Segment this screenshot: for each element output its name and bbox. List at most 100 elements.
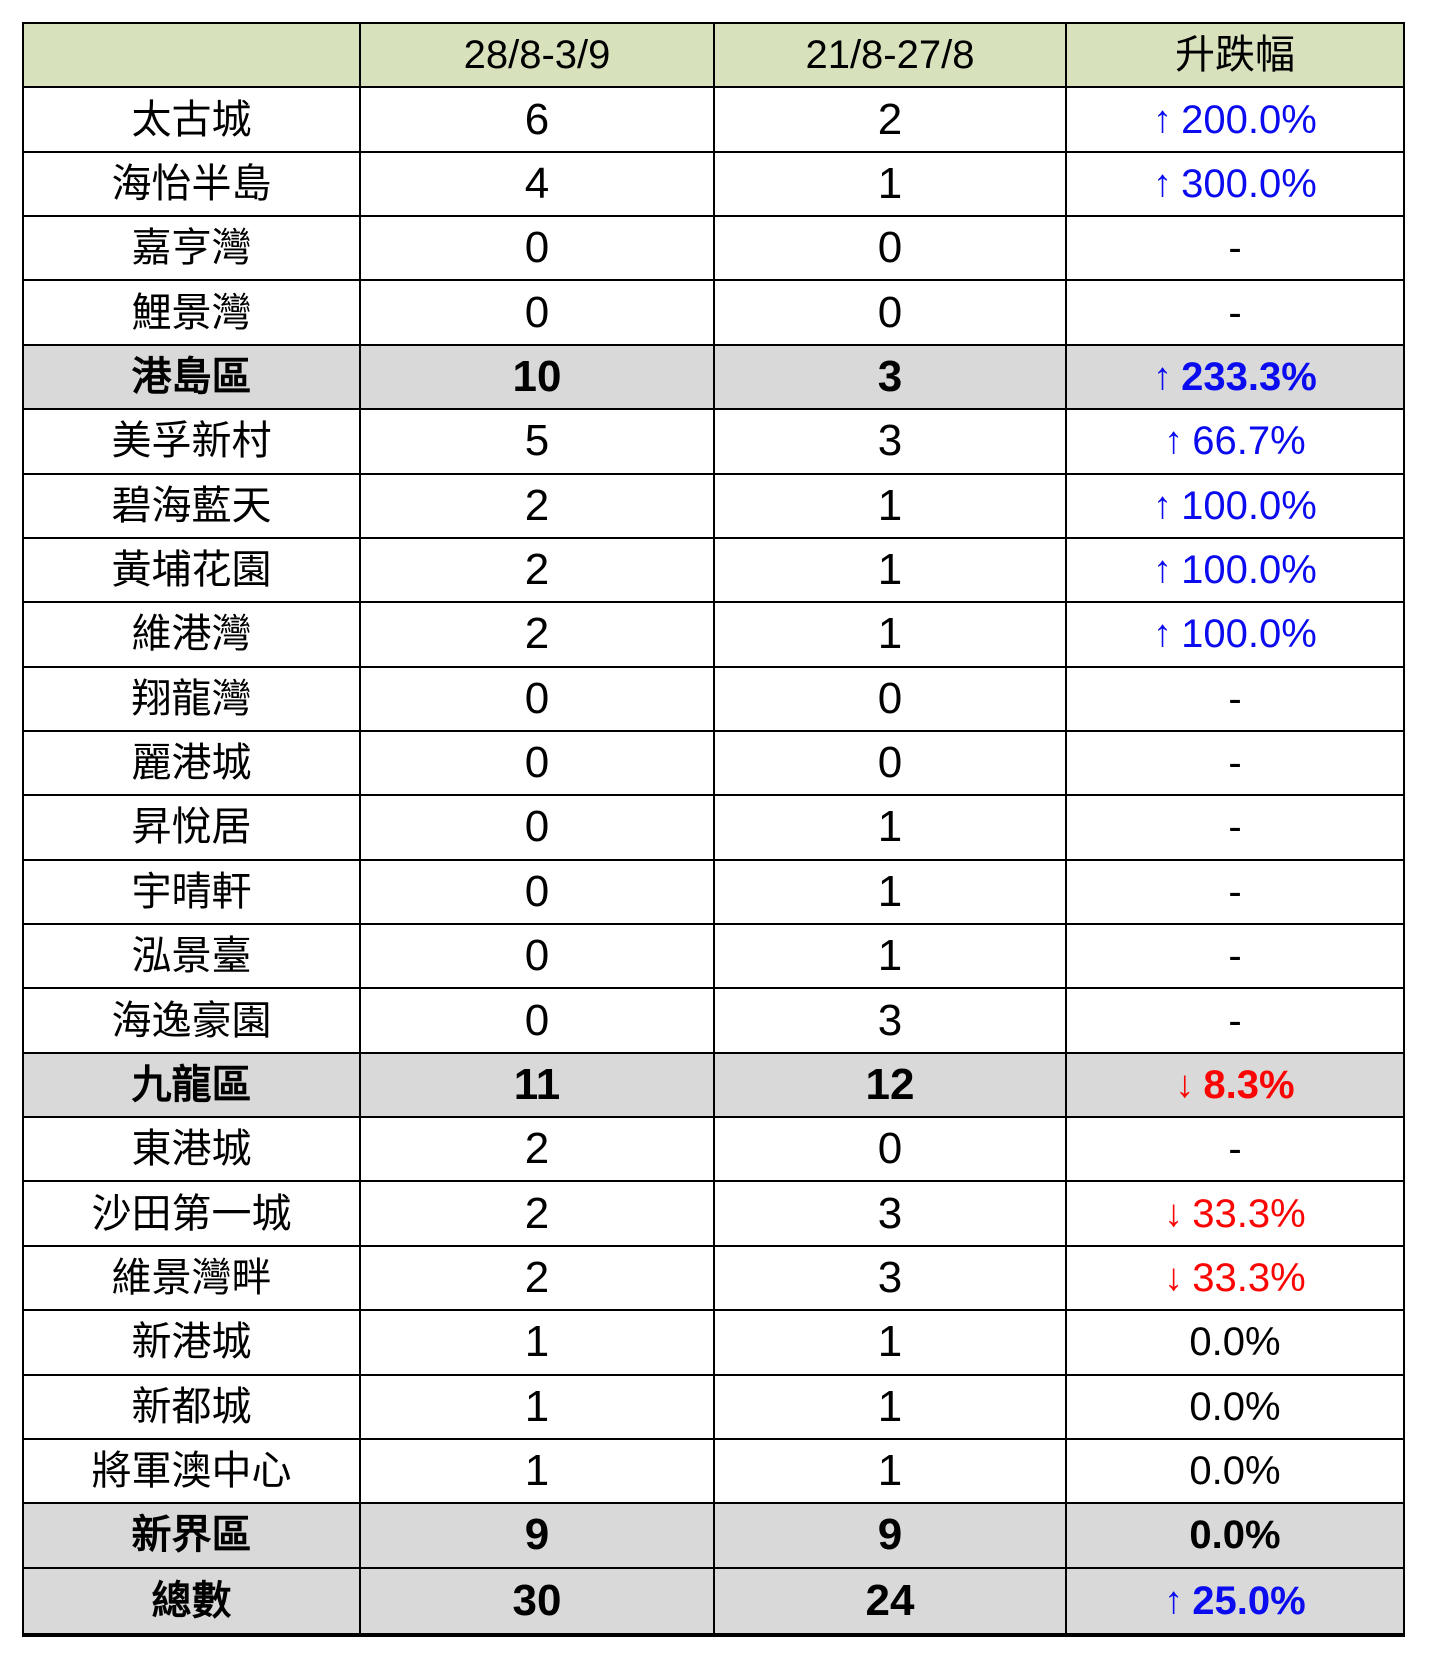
change-percent-cell: ↑ 300.0%	[1066, 153, 1403, 218]
change-percent-value: 0.0%	[1189, 1513, 1281, 1558]
current-week-count-cell: 4	[361, 152, 715, 218]
change-percent-value: -	[1228, 676, 1242, 721]
trend-arrow-icon: ↑	[1153, 355, 1173, 398]
change-percent-cell: ↓ 8.3%	[1066, 1053, 1403, 1119]
estate-name-cell: 港島區	[24, 345, 362, 411]
change-percent-value: -	[1228, 1127, 1242, 1172]
change-percent-cell: -	[1066, 796, 1403, 861]
current-week-count-cell: 2	[361, 1118, 715, 1183]
previous-week-count-cell: 1	[714, 152, 1067, 218]
change-percent-cell: -	[1066, 861, 1403, 926]
previous-week-count-cell: 1	[714, 796, 1067, 861]
current-week-count-cell: 1	[361, 1439, 715, 1505]
change-percent-cell: ↑ 100.0%	[1066, 539, 1403, 604]
change-percent-value: -	[1228, 741, 1242, 786]
header-previous-week: 21/8-27/8	[714, 24, 1067, 89]
estate-name-cell: 泓景臺	[24, 925, 362, 990]
trend-arrow-icon: ↑	[1153, 484, 1173, 527]
estate-name-cell: 維景灣畔	[24, 1246, 362, 1312]
trend-arrow-icon: ↑	[1164, 1579, 1184, 1622]
change-percent-cell: -	[1066, 217, 1403, 282]
current-week-count-cell: 0	[361, 796, 715, 861]
change-percent-value: 66.7%	[1192, 419, 1306, 464]
change-percent-value: 33.3%	[1192, 1191, 1306, 1236]
change-percent-cell: -	[1066, 925, 1403, 990]
previous-week-count-cell: 3	[714, 345, 1067, 411]
estate-name-cell: 九龍區	[24, 1053, 362, 1119]
change-percent-value: -	[1228, 805, 1242, 850]
estate-name-cell: 翔龍灣	[24, 667, 362, 732]
change-percent-value: 200.0%	[1181, 97, 1317, 142]
current-week-count-cell: 0	[361, 989, 715, 1054]
change-percent-cell: -	[1066, 1118, 1403, 1183]
change-percent-value: 100.0%	[1181, 612, 1317, 657]
previous-week-count-cell: 1	[714, 1439, 1067, 1505]
trend-arrow-icon: ↓	[1164, 1192, 1184, 1235]
header-empty-cell	[24, 24, 362, 89]
current-week-count-cell: 2	[361, 1246, 715, 1312]
change-percent-value: 300.0%	[1181, 161, 1317, 206]
current-week-count-cell: 2	[361, 474, 715, 539]
current-week-count-cell: 0	[361, 731, 715, 797]
change-percent-value: 0.0%	[1189, 1384, 1281, 1429]
estate-name-cell: 宇晴軒	[24, 860, 362, 926]
estate-name-cell: 新港城	[24, 1311, 362, 1376]
estate-name-cell: 碧海藍天	[24, 474, 362, 539]
estate-name-cell: 美孚新村	[24, 410, 362, 475]
change-percent-value: 233.3%	[1181, 354, 1317, 399]
estate-name-cell: 新都城	[24, 1375, 362, 1440]
previous-week-count-cell: 1	[714, 860, 1067, 926]
current-week-count-cell: 0	[361, 217, 715, 282]
trend-arrow-icon: ↑	[1153, 549, 1173, 592]
change-percent-cell: ↑ 233.3%	[1066, 345, 1403, 411]
change-percent-cell: -	[1066, 989, 1403, 1054]
previous-week-count-cell: 3	[714, 410, 1067, 475]
change-percent-value: -	[1228, 869, 1242, 914]
change-percent-cell: -	[1066, 668, 1403, 732]
current-week-count-cell: 11	[361, 1053, 715, 1119]
trend-arrow-icon: ↑	[1153, 613, 1173, 656]
previous-week-count-cell: 12	[714, 1053, 1067, 1119]
previous-week-count-cell: 9	[714, 1504, 1067, 1569]
current-week-count-cell: 9	[361, 1504, 715, 1569]
header-change-percent: 升跌幅	[1066, 24, 1403, 89]
change-percent-value: 8.3%	[1203, 1062, 1295, 1107]
trend-arrow-icon: ↑	[1153, 98, 1173, 141]
change-percent-cell: 0.0%	[1066, 1376, 1403, 1440]
previous-week-count-cell: 3	[714, 1246, 1067, 1312]
estate-name-cell: 太古城	[24, 88, 362, 153]
change-percent-cell: -	[1066, 732, 1403, 797]
estate-name-cell: 鯉景灣	[24, 281, 362, 346]
estate-name-cell: 新界區	[24, 1504, 362, 1569]
current-week-count-cell: 2	[361, 1182, 715, 1247]
change-percent-value: -	[1228, 998, 1242, 1043]
current-week-count-cell: 30	[361, 1568, 715, 1633]
change-percent-cell: 0.0%	[1066, 1504, 1403, 1569]
previous-week-count-cell: 24	[714, 1568, 1067, 1633]
current-week-count-cell: 0	[361, 925, 715, 990]
current-week-count-cell: 6	[361, 88, 715, 153]
change-percent-value: 0.0%	[1189, 1449, 1281, 1494]
current-week-count-cell: 5	[361, 410, 715, 475]
change-percent-value: 0.0%	[1189, 1320, 1281, 1365]
current-week-count-cell: 10	[361, 345, 715, 411]
change-percent-cell: ↓ 33.3%	[1066, 1247, 1403, 1312]
trend-arrow-icon: ↓	[1164, 1257, 1184, 1299]
change-percent-cell: 0.0%	[1066, 1311, 1403, 1376]
change-percent-cell: -	[1066, 281, 1403, 346]
change-percent-cell: ↑ 100.0%	[1066, 603, 1403, 668]
previous-week-count-cell: 3	[714, 989, 1067, 1054]
current-week-count-cell: 1	[361, 1375, 715, 1440]
previous-week-count-cell: 1	[714, 603, 1067, 668]
change-percent-value: 25.0%	[1192, 1578, 1306, 1623]
current-week-count-cell: 0	[361, 860, 715, 926]
change-percent-cell: ↑ 66.7%	[1066, 410, 1403, 475]
change-percent-cell: ↓ 33.3%	[1066, 1182, 1403, 1247]
estate-name-cell: 總數	[24, 1568, 362, 1633]
previous-week-count-cell: 1	[714, 538, 1067, 604]
change-percent-value: -	[1228, 290, 1242, 335]
estate-name-cell: 沙田第一城	[24, 1182, 362, 1247]
estate-name-cell: 維港灣	[24, 603, 362, 668]
previous-week-count-cell: 0	[714, 217, 1067, 282]
current-week-count-cell: 1	[361, 1311, 715, 1376]
